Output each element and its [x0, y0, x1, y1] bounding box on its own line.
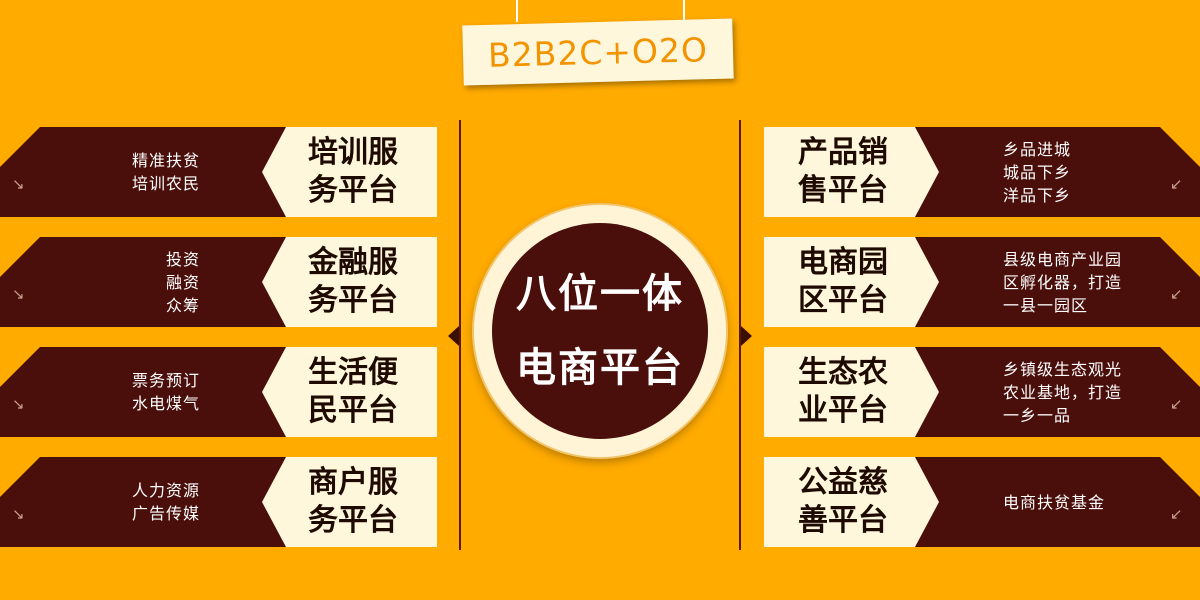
description-line: 投资 [165, 249, 200, 269]
platform-title-line1: 产品销 [798, 135, 888, 170]
platform-title-line1: 生活便 [308, 355, 398, 390]
divider-right [739, 120, 741, 550]
description-line: 培训农民 [131, 174, 200, 193]
platform-item-living[interactable]: ↘ 票务预订 水电煤气 生活便 民平台 [0, 347, 440, 437]
description-line: 县级电商产业园 [1003, 249, 1123, 269]
divider-left [459, 120, 461, 550]
banner-hanger-right [683, 0, 685, 22]
platform-description: 乡品进城 城品下乡 洋品下乡 [1003, 127, 1173, 217]
description-line: 融资 [165, 272, 200, 292]
description-line: 区孵化器，打造 [1003, 272, 1123, 292]
platform-band [0, 347, 290, 437]
platform-item-sales[interactable]: ↙ 乡品进城 城品下乡 洋品下乡 产品销 售平台 [0, 127, 1200, 217]
platform-item-agriculture[interactable]: ↙ 乡镇级生态观光 农业基地，打造 一乡一品 生态农 业平台 [0, 347, 1200, 437]
platform-title-card: 公益慈 善平台 [764, 457, 939, 547]
platform-title-card: 生态农 业平台 [764, 347, 939, 437]
corner-arrow-icon: ↙ [1170, 395, 1183, 413]
description-line: 人力资源 [131, 481, 200, 500]
platform-band [910, 237, 1200, 327]
platform-title-line1: 金融服 [308, 245, 398, 280]
platform-title-card: 培训服 务平台 [262, 127, 437, 217]
platform-band [910, 457, 1200, 547]
platform-title-line2: 民平台 [308, 393, 398, 428]
platform-title-line2: 业平台 [798, 393, 888, 428]
center-title-line1: 八位一体 [516, 271, 684, 317]
corner-arrow-icon: ↙ [1170, 175, 1183, 193]
platform-description: 投资 融资 众筹 [50, 237, 200, 327]
platform-description: 电商扶贫基金 [1003, 457, 1173, 547]
divider-right-arrow-icon [741, 326, 752, 346]
platform-title-card: 商户服 务平台 [262, 457, 437, 547]
center-title-line2: 电商平台 [516, 345, 684, 391]
corner-arrow-icon: ↘ [12, 395, 25, 413]
banner-hanger-left [516, 0, 518, 22]
platform-item-charity[interactable]: ↙ 电商扶贫基金 公益慈 善平台 [0, 457, 1200, 547]
platform-item-park[interactable]: ↙ 县级电商产业园 区孵化器，打造 一县一园区 电商园 区平台 [0, 237, 1200, 327]
platform-band [910, 127, 1200, 217]
platform-item-finance[interactable]: ↘ 投资 融资 众筹 金融服 务平台 [0, 237, 440, 327]
platform-description: 人力资源 广告传媒 [50, 457, 200, 547]
platform-title-card: 生活便 民平台 [262, 347, 437, 437]
platform-title-line1: 培训服 [308, 135, 398, 170]
platform-item-merchant[interactable]: ↘ 人力资源 广告传媒 商户服 务平台 [0, 457, 440, 547]
center-circle-inner: 八位一体 电商平台 [492, 223, 708, 439]
platform-title-line2: 售平台 [798, 173, 888, 208]
description-line: 精准扶贫 [131, 151, 200, 170]
description-line: 城品下乡 [1003, 162, 1072, 182]
corner-arrow-icon: ↘ [12, 285, 25, 303]
corner-arrow-icon: ↘ [12, 505, 25, 523]
description-line: 一乡一品 [1003, 405, 1072, 425]
description-line: 洋品下乡 [1003, 185, 1072, 205]
platform-description: 精准扶贫 培训农民 [50, 127, 200, 217]
platform-title-line2: 务平台 [308, 503, 398, 538]
platform-title-line1: 商户服 [308, 465, 398, 500]
platform-band [910, 347, 1200, 437]
corner-arrow-icon: ↘ [12, 175, 25, 193]
description-line: 农业基地，打造 [1003, 382, 1123, 402]
divider-left-arrow-icon [448, 326, 459, 346]
platform-title-line2: 区平台 [798, 283, 888, 318]
description-line: 乡镇级生态观光 [1003, 359, 1123, 379]
platform-band [0, 237, 290, 327]
platform-description: 乡镇级生态观光 农业基地，打造 一乡一品 [1003, 347, 1173, 437]
platform-title-line1: 生态农 [798, 355, 888, 390]
platform-title-line1: 电商园 [798, 245, 888, 280]
center-circle: 八位一体 电商平台 [474, 205, 726, 457]
platform-title-line2: 善平台 [798, 503, 888, 538]
platform-band [0, 127, 290, 217]
platform-title-line2: 务平台 [308, 173, 398, 208]
platform-title-line1: 公益慈 [798, 465, 888, 500]
platform-band [0, 457, 290, 547]
corner-arrow-icon: ↙ [1170, 505, 1183, 523]
description-line: 票务预订 [131, 371, 200, 390]
platform-title-card: 金融服 务平台 [262, 237, 437, 327]
platform-title-line2: 务平台 [308, 283, 398, 318]
description-line: 广告传媒 [131, 504, 200, 523]
corner-arrow-icon: ↙ [1170, 285, 1183, 303]
platform-item-training[interactable]: ↘ 精准扶贫 培训农民 培训服 务平台 [0, 127, 440, 217]
description-line: 众筹 [165, 295, 200, 315]
description-line: 一县一园区 [1003, 295, 1089, 315]
description-line: 乡品进城 [1003, 139, 1072, 159]
description-line: 电商扶贫基金 [1003, 492, 1106, 512]
platform-description: 县级电商产业园 区孵化器，打造 一县一园区 [1003, 237, 1173, 327]
description-line: 水电煤气 [131, 394, 200, 413]
platform-description: 票务预订 水电煤气 [50, 347, 200, 437]
model-banner: B2B2C+O2O [462, 18, 734, 86]
platform-title-card: 产品销 售平台 [764, 127, 939, 217]
platform-title-card: 电商园 区平台 [764, 237, 939, 327]
